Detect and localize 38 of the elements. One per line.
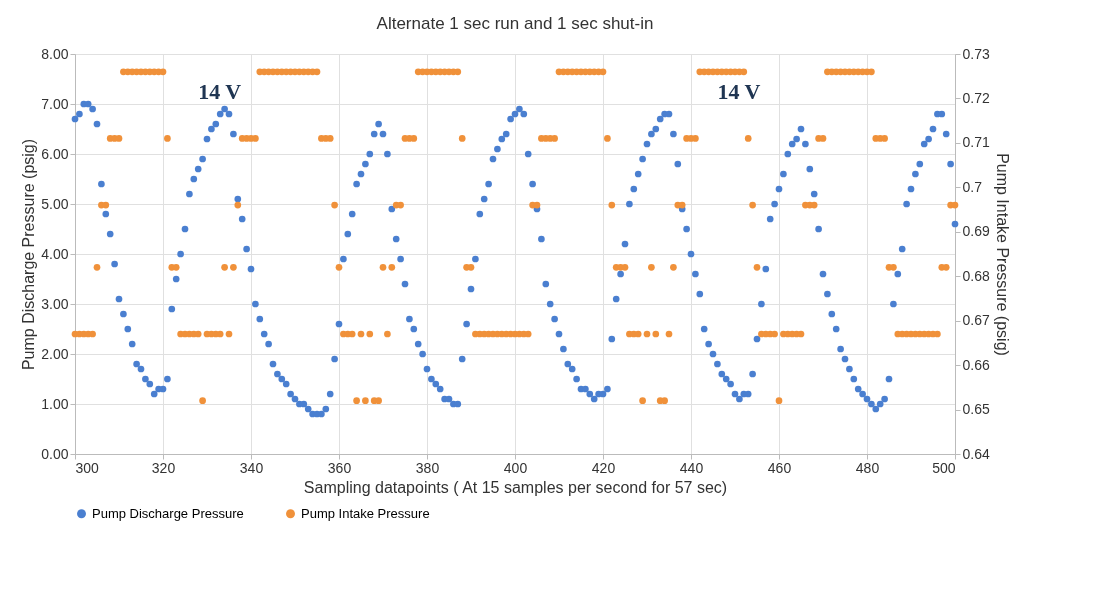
legend-label: Pump Intake Pressure	[301, 505, 430, 521]
y2-axis-title: Pump Intake Pressure (psig)	[993, 153, 1011, 356]
x-tick-label: 360	[327, 459, 352, 476]
legend-label: Pump Discharge Pressure	[92, 505, 244, 521]
y-tick-label: 0.00	[41, 445, 69, 462]
x-tick-label: 480	[855, 459, 880, 476]
x-tick-label: 380	[415, 459, 440, 476]
y2-tick-label: 0.64	[962, 445, 990, 462]
y-tick-label: 5.00	[41, 195, 69, 212]
x-tick-label: 440	[679, 459, 704, 476]
x-tick-label: 400	[503, 459, 528, 476]
y2-tick-label: 0.7	[962, 178, 983, 195]
y-tick-label: 6.00	[41, 145, 69, 162]
y-tick-label: 3.00	[41, 295, 69, 312]
y-tick-label: 4.00	[41, 245, 69, 262]
y2-tick-label: 0.67	[962, 312, 990, 329]
y2-tick-label: 0.66	[962, 356, 990, 373]
annotation: 14 V	[717, 79, 761, 104]
x-tick-label: 340	[239, 459, 264, 476]
y2-tick-label: 0.65	[962, 401, 990, 418]
chart-title: Alternate 1 sec run and 1 sec shut-in	[376, 14, 654, 33]
x-tick-label: 320	[151, 459, 176, 476]
x-tick-label: 500	[932, 459, 956, 476]
y-axis-title: Pump Discharge Pressure (psig)	[20, 138, 38, 371]
annotation: 14 V	[198, 79, 242, 104]
x-tick-label: 300	[75, 459, 100, 476]
x-axis-title: Sampling datapoints ( At 15 samples per second for 57 sec)	[303, 478, 728, 496]
y-tick-label: 8.00	[41, 45, 69, 62]
y-tick-label: 2.00	[41, 345, 69, 362]
y2-tick-label: 0.72	[962, 89, 990, 106]
y2-tick-label: 0.69	[962, 223, 990, 240]
y2-tick-label: 0.71	[962, 134, 990, 151]
y-tick-label: 1.00	[41, 395, 69, 412]
x-tick-label: 420	[591, 459, 616, 476]
y2-tick-label: 0.73	[962, 45, 990, 62]
y-tick-label: 7.00	[41, 95, 69, 112]
x-tick-label: 460	[767, 459, 792, 476]
y2-tick-label: 0.68	[962, 267, 990, 284]
